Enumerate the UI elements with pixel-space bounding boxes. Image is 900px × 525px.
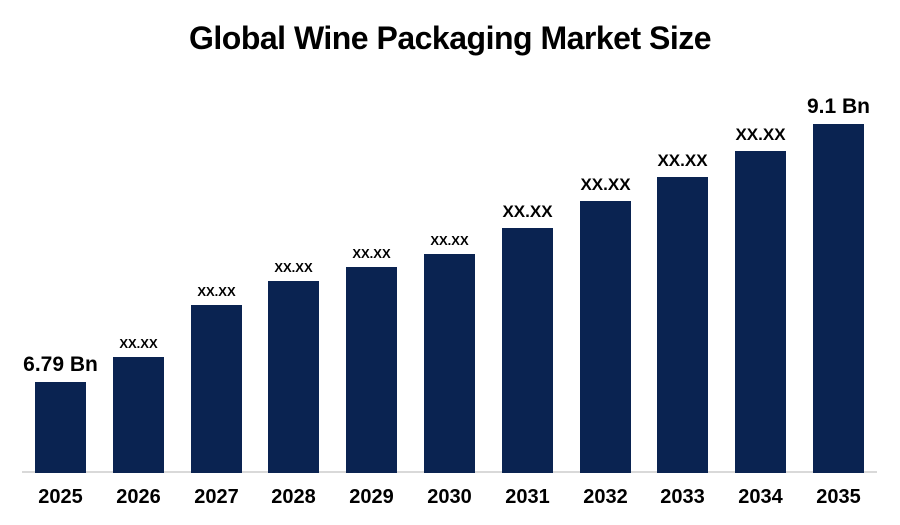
bar-2032	[580, 201, 631, 473]
bar-2026	[113, 357, 164, 473]
bar-2033	[657, 177, 708, 473]
bar-2034	[735, 151, 786, 473]
bar-value-label-2032: XX.XX	[580, 175, 631, 195]
bar-value-label-2035: 9.1 Bn	[806, 94, 871, 118]
x-axis-label-2030: 2030	[427, 486, 472, 508]
bar-group-2035: 9.1 Bn 2035	[807, 0, 870, 525]
x-axis-label-2025: 2025	[38, 486, 83, 508]
bar-group-2027: XX.XX 2027	[191, 0, 242, 525]
bar-2027	[191, 305, 242, 473]
x-axis-label-2034: 2034	[738, 486, 783, 508]
bar-group-2025: 6.79 Bn 2025	[23, 0, 98, 525]
bar-value-label-2030: XX.XX	[430, 232, 469, 248]
bar-group-2030: XX.XX 2030	[424, 0, 475, 525]
x-axis-label-2028: 2028	[271, 486, 316, 508]
chart-title: Global Wine Packaging Market Size	[188, 20, 712, 56]
x-axis-label-2033: 2033	[660, 486, 705, 508]
bar-2035	[813, 124, 864, 473]
bar-value-label-2031: XX.XX	[502, 202, 553, 222]
bar-value-label-2027: XX.XX	[197, 283, 236, 299]
bar-2028	[268, 281, 319, 473]
bar-group-2029: XX.XX 2029	[346, 0, 397, 525]
bar-group-2033: XX.XX 2033	[657, 0, 708, 525]
bar-group-2028: XX.XX 2028	[268, 0, 319, 525]
x-axis-label-2032: 2032	[583, 486, 628, 508]
bar-value-label-2033: XX.XX	[657, 151, 708, 171]
bar-group-2034: XX.XX 2034	[735, 0, 786, 525]
x-axis-label-2026: 2026	[116, 486, 161, 508]
bar-value-label-2025: 6.79 Bn	[23, 352, 98, 376]
x-axis-label-2027: 2027	[194, 486, 239, 508]
bar-value-label-2029: XX.XX	[352, 245, 391, 261]
bar-value-label-2026: XX.XX	[119, 335, 158, 351]
bar-group-2026: XX.XX 2026	[113, 0, 164, 525]
bar-group-2031: XX.XX 2031	[502, 0, 553, 525]
x-axis-label-2029: 2029	[349, 486, 394, 508]
bar-value-label-2034: XX.XX	[735, 125, 786, 145]
bar-group-2032: XX.XX 2032	[580, 0, 631, 525]
bar-value-label-2028: XX.XX	[274, 259, 313, 275]
x-axis-label-2035: 2035	[816, 486, 861, 508]
bar-2030	[424, 254, 475, 473]
bar-2025	[35, 382, 86, 473]
bar-2029	[346, 267, 397, 473]
bar-2031	[502, 228, 553, 473]
x-axis-label-2031: 2031	[505, 486, 550, 508]
